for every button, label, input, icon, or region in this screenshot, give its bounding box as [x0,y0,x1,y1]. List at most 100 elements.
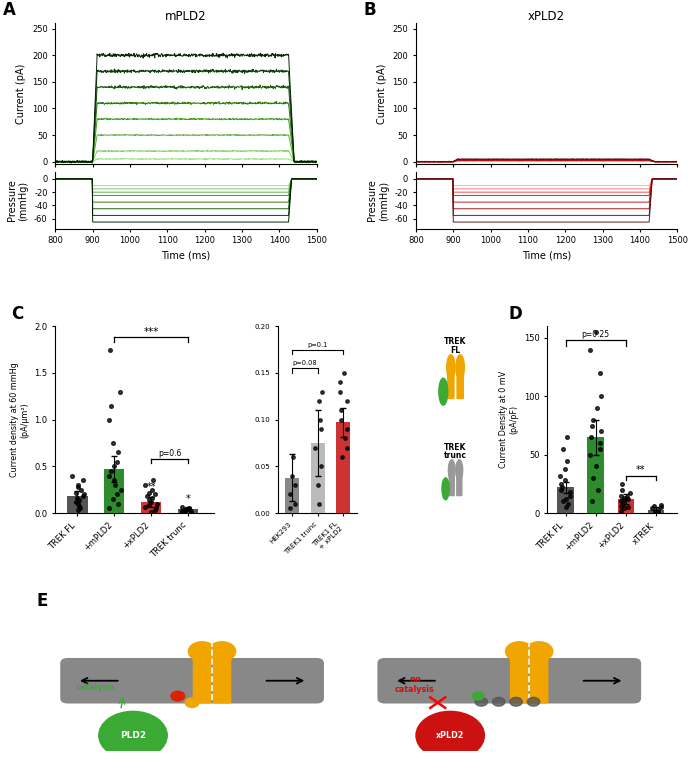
Point [287,451,299,464]
FancyBboxPatch shape [456,468,462,496]
Point [560,493,571,505]
Point [176,505,187,518]
Text: catalysis: catalysis [76,683,115,692]
Point [144,486,155,498]
Point [149,504,160,516]
Point [139,479,150,491]
Point [152,498,163,510]
Point [176,507,187,519]
Point [555,478,566,490]
FancyBboxPatch shape [60,658,324,704]
Point [143,494,154,506]
Point [108,474,120,487]
Point [617,498,628,510]
Y-axis label: Current (pA): Current (pA) [377,63,387,124]
Point [103,413,114,426]
Point [180,504,191,516]
Point [178,505,189,517]
Point [78,488,89,501]
Point [341,423,352,435]
Point [587,495,598,508]
Point [650,505,661,517]
Point [150,488,161,501]
Circle shape [527,697,540,706]
Bar [311,443,325,513]
Point [559,474,570,487]
Point [616,505,627,517]
Point [562,431,573,444]
Circle shape [171,691,184,701]
Bar [178,509,198,513]
Point [555,470,566,482]
Point [143,498,154,511]
Point [616,489,627,502]
Point [315,461,326,473]
Point [114,385,125,398]
FancyBboxPatch shape [510,650,529,704]
Point [103,502,114,515]
Point [70,486,82,498]
Circle shape [446,354,455,380]
Point [565,489,576,502]
Point [340,432,351,444]
Point [616,484,627,496]
Point [616,495,627,508]
Point [142,490,153,502]
Point [76,484,87,496]
Text: C: C [11,305,23,323]
Point [588,413,599,426]
Bar [67,496,88,513]
Point [335,404,346,416]
Point [558,443,569,455]
Point [625,487,636,499]
Point [315,423,326,435]
Point [113,498,124,510]
Point [595,425,606,437]
Point [585,431,596,444]
Point [594,437,605,449]
Y-axis label: Pressure
(mmHg): Pressure (mmHg) [368,180,389,221]
Y-axis label: Current density at 60 mmHg
(pA/μm²): Current density at 60 mmHg (pA/μm²) [10,362,29,477]
Text: p=0.6: p=0.6 [158,449,181,458]
Point [586,420,597,432]
Text: ***: *** [144,327,159,337]
Text: B: B [363,1,376,19]
Point [105,344,116,356]
Point [594,367,605,379]
Point [146,484,158,496]
Point [615,500,626,512]
Text: p=0.25: p=0.25 [582,330,609,339]
Point [73,481,84,493]
Bar [141,502,161,513]
Point [180,506,191,519]
Text: p=0.08: p=0.08 [293,361,317,366]
FancyBboxPatch shape [530,650,549,704]
Point [139,500,150,512]
Point [618,491,630,504]
Y-axis label: Pressure
(mmHg): Pressure (mmHg) [7,180,28,221]
Point [184,502,195,515]
Point [109,479,120,491]
Point [73,499,84,512]
Point [560,501,571,513]
Point [146,506,157,519]
Point [77,474,88,487]
Point [560,463,571,475]
Text: catalysis: catalysis [395,685,435,694]
FancyBboxPatch shape [193,650,211,704]
Point [106,465,117,478]
Circle shape [439,378,448,405]
Point [112,488,123,501]
Point [314,498,325,510]
Point [622,493,633,505]
Text: **: ** [146,481,156,491]
Point [618,502,629,515]
Point [290,498,301,510]
Point [177,502,188,514]
Point [591,461,602,473]
FancyBboxPatch shape [447,365,455,399]
Point [338,367,349,379]
Text: trunc: trunc [444,450,467,460]
Point [341,395,352,407]
Circle shape [506,642,533,661]
